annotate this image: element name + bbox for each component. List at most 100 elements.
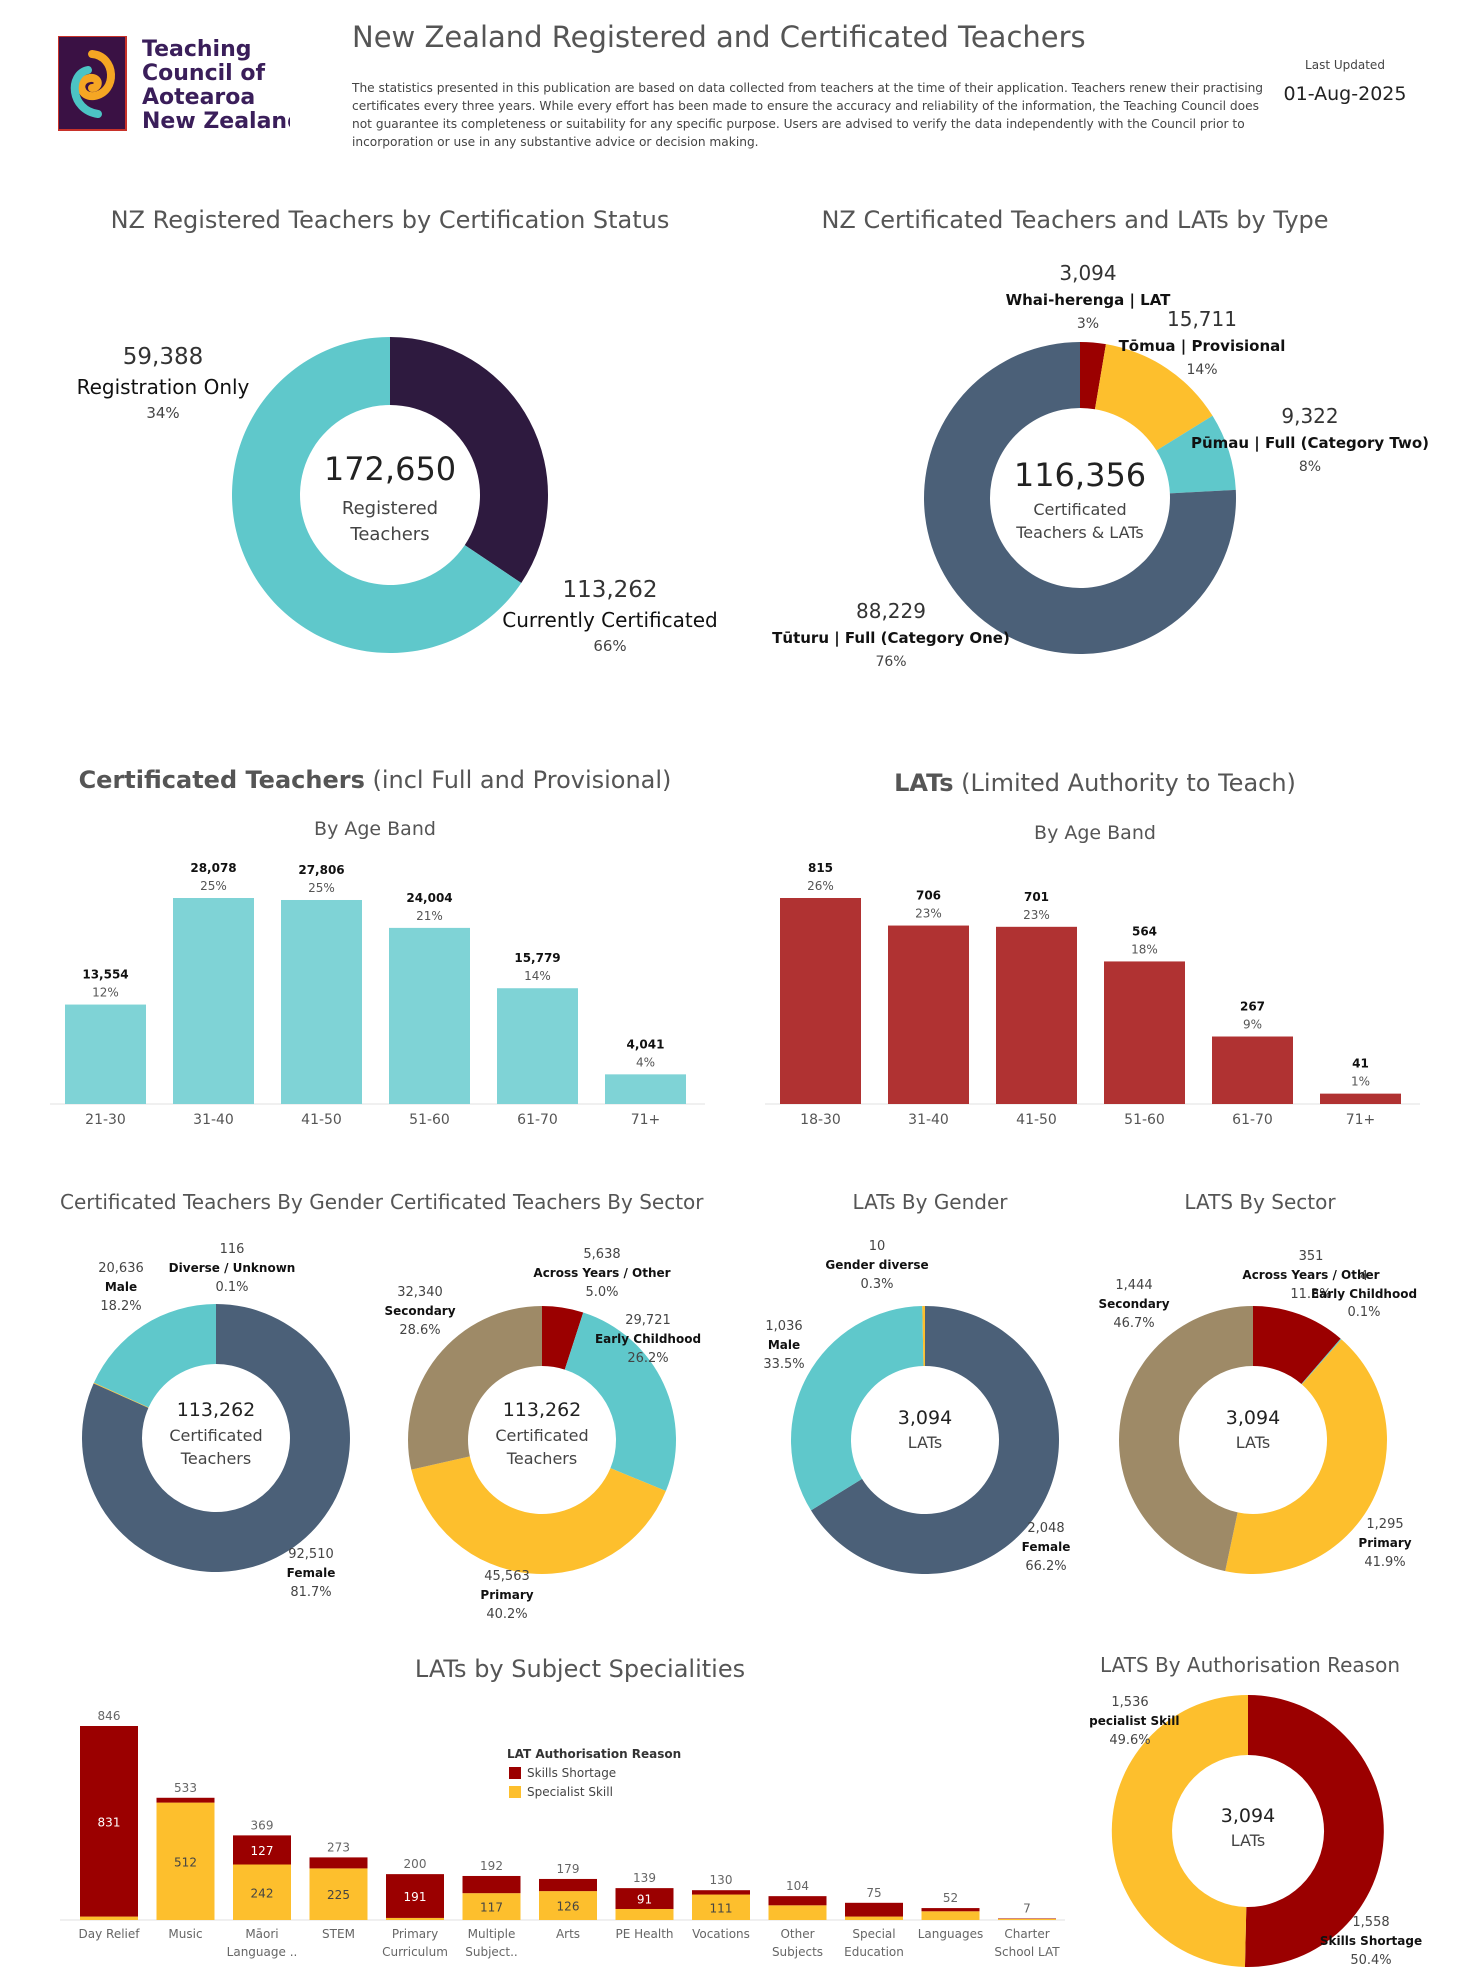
donut-center-label: LATs bbox=[1231, 1831, 1265, 1850]
bar-total-label: 273 bbox=[327, 1840, 350, 1854]
bar-total-label: 130 bbox=[710, 1873, 733, 1887]
slice-pct-label: 50.4% bbox=[1350, 1953, 1391, 1968]
slice-pct-label: 14% bbox=[1186, 362, 1217, 378]
bar-segment-specialist-skill-special-education bbox=[845, 1916, 903, 1920]
bar-segment-skills-shortage-vocations bbox=[692, 1890, 750, 1895]
bar-pct-label: 26% bbox=[807, 879, 834, 893]
donut-lat-sector bbox=[1119, 1306, 1387, 1574]
bar-value-label: 28,078 bbox=[190, 861, 236, 875]
bar-value-label: 13,554 bbox=[82, 968, 128, 982]
bar-total-label: 533 bbox=[174, 1781, 197, 1795]
x-tick-label: 71+ bbox=[1346, 1112, 1376, 1128]
donut-center-label: Teachers & LATs bbox=[1015, 523, 1144, 542]
slice-pct-label: 66.2% bbox=[1025, 1559, 1066, 1574]
slice-name-label: Registration Only bbox=[77, 375, 250, 399]
x-tick-label: 31-40 bbox=[193, 1112, 234, 1128]
x-tick-label: 21-30 bbox=[85, 1112, 126, 1128]
x-tick-label: Other bbox=[780, 1927, 814, 1941]
row3-donut-charts: 113,262 Certificated Teachers 113,262 Ce… bbox=[81, 1239, 1417, 1622]
donut-center-value: 113,262 bbox=[503, 1399, 582, 1421]
donut-cert-sector bbox=[408, 1306, 677, 1574]
bar-segment-skills-shortage-music bbox=[156, 1797, 215, 1803]
slice-pct-label: 81.7% bbox=[290, 1585, 331, 1600]
bar-segment-skills-shortage-m-ori-language bbox=[233, 1835, 291, 1865]
x-tick-label: Charter bbox=[1004, 1927, 1049, 1941]
donut-slice-female bbox=[81, 1304, 350, 1572]
section-title-rest: (incl Full and Provisional) bbox=[364, 766, 672, 794]
chart-title-lat-reason: LATS By Authorisation Reason bbox=[1099, 1653, 1401, 1677]
bar-segment-label: 91 bbox=[637, 1893, 652, 1907]
donut-center-value: 116,356 bbox=[1014, 456, 1146, 494]
bar-pct-label: 9% bbox=[1243, 1018, 1262, 1032]
donut-center-label: Teachers bbox=[349, 524, 429, 545]
bar-segment-skills-shortage-multiple-subject bbox=[462, 1875, 521, 1894]
legend-item: Skills Shortage bbox=[527, 1766, 616, 1780]
bar-segment-label: 191 bbox=[404, 1890, 427, 1904]
donut-center-label: Teachers bbox=[506, 1449, 577, 1468]
donut-slice-early-childhood bbox=[1301, 1338, 1342, 1385]
bar-total-label: 200 bbox=[404, 1857, 427, 1871]
chart-title-lat-sector: LATS By Sector bbox=[1184, 1190, 1336, 1214]
bar-segment-skills-shortage-primary-curriculum bbox=[386, 1874, 444, 1918]
x-tick-label: 61-70 bbox=[1232, 1112, 1273, 1128]
x-tick-label: 61-70 bbox=[517, 1112, 558, 1128]
bar-pct-label: 25% bbox=[308, 881, 335, 895]
chart-title-cert-gender: Certificated Teachers By Gender bbox=[60, 1190, 383, 1214]
slice-value-label: 88,229 bbox=[856, 599, 926, 623]
x-tick-label: 51-60 bbox=[409, 1112, 450, 1128]
bar-pct-label: 23% bbox=[915, 907, 942, 921]
slice-name-label: Whai-herenga | LAT bbox=[1006, 291, 1172, 310]
bar-value-label: 706 bbox=[916, 889, 941, 903]
slice-value-label: 5,638 bbox=[583, 1247, 620, 1262]
slice-name-label: Tūturu | Full (Category One) bbox=[772, 629, 1010, 648]
slice-name-label: Gender diverse bbox=[825, 1258, 928, 1272]
bar-chart-cert-age: 13,554 12% 21-30 28,078 25% 31-40 27,806 25% 41-… bbox=[50, 861, 705, 1128]
bar-segment-specialist-skill-charter-school-lat bbox=[998, 1918, 1056, 1920]
bar-31-40 bbox=[888, 925, 969, 1104]
last-updated-value: 01-Aug-2025 bbox=[1283, 83, 1407, 105]
slice-name-label: Skills Shortage bbox=[1320, 1934, 1422, 1948]
donut-registered bbox=[232, 337, 549, 653]
bar-value-label: 41 bbox=[1352, 1057, 1369, 1071]
x-tick-label: Subjects bbox=[772, 1945, 823, 1959]
x-tick-label: STEM bbox=[322, 1927, 355, 1941]
slice-value-label: 2,048 bbox=[1027, 1521, 1064, 1536]
bar-61-70 bbox=[497, 988, 578, 1104]
x-tick-label: Vocations bbox=[692, 1927, 750, 1941]
chart-title-lat-gender: LATs By Gender bbox=[852, 1190, 1008, 1214]
bar-segment-label: 225 bbox=[327, 1888, 350, 1902]
bar-segment-specialist-skill-m-ori-language bbox=[233, 1864, 291, 1920]
legend-title: LAT Authorisation Reason bbox=[507, 1747, 681, 1761]
donut-slice-primary bbox=[411, 1456, 666, 1574]
logo-line: Council of bbox=[142, 61, 265, 86]
bar-71 bbox=[1320, 1093, 1401, 1104]
slice-name-label: Primary bbox=[480, 1588, 533, 1602]
bar-18-30 bbox=[780, 898, 861, 1104]
x-tick-label: 41-50 bbox=[301, 1112, 342, 1128]
subtitle-lat-age: By Age Band bbox=[1034, 822, 1156, 844]
bar-31-40 bbox=[173, 898, 254, 1104]
slice-name-label: Pūmau | Full (Category Two) bbox=[1191, 434, 1429, 453]
bar-segment-skills-shortage-pe-health bbox=[615, 1888, 674, 1909]
slice-pct-label: 34% bbox=[146, 404, 179, 422]
logo-line: Aotearoa bbox=[142, 85, 255, 110]
slice-name-label: Male bbox=[768, 1338, 800, 1352]
bar-value-label: 27,806 bbox=[298, 863, 344, 877]
bar-71 bbox=[605, 1074, 686, 1104]
bar-61-70 bbox=[1212, 1036, 1293, 1104]
bar-segment-specialist-skill-other-subjects bbox=[768, 1905, 827, 1920]
chart-title-cert-by-type: NZ Certificated Teachers and LATs by Typ… bbox=[821, 206, 1329, 234]
donut-center-value: 3,094 bbox=[1226, 1407, 1280, 1429]
chart-title-lat-subjects: LATs by Subject Specialities bbox=[414, 1655, 746, 1683]
x-tick-label: 71+ bbox=[631, 1112, 661, 1128]
donut-slice-t-turu-full-category-one bbox=[924, 342, 1237, 654]
donut-slice-across-years-other bbox=[542, 1306, 584, 1370]
x-tick-label: Day Relief bbox=[79, 1927, 141, 1941]
bar-value-label: 564 bbox=[1132, 924, 1157, 938]
bar-total-label: 75 bbox=[866, 1886, 881, 1900]
x-tick-label: 31-40 bbox=[908, 1112, 949, 1128]
logo-line: New Zealand bbox=[142, 109, 290, 132]
slice-value-label: 10 bbox=[869, 1239, 886, 1254]
slice-value-label: 15,711 bbox=[1167, 307, 1237, 331]
bar-segment-specialist-skill-day-relief bbox=[80, 1916, 138, 1920]
